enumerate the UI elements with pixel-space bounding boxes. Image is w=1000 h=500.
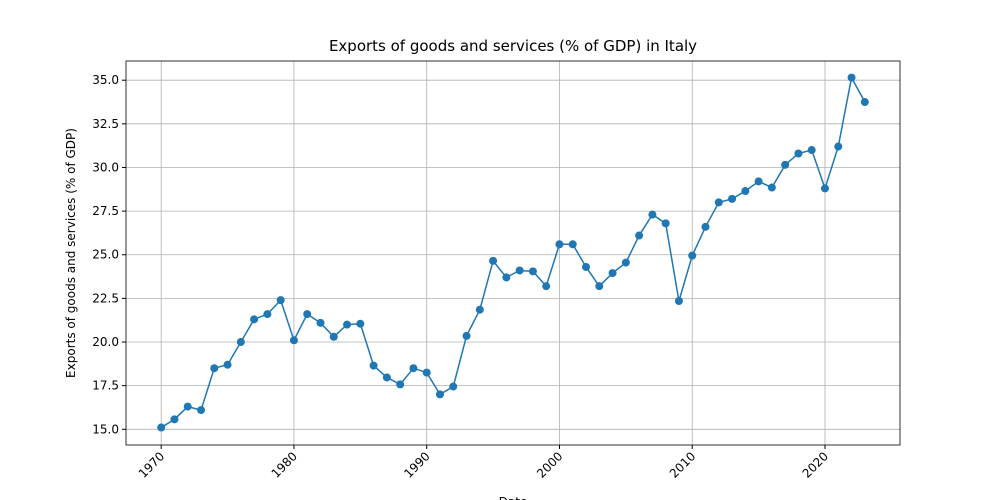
point — [369, 361, 378, 370]
x-axis-label: Date — [499, 495, 528, 500]
point — [183, 402, 192, 411]
point — [860, 98, 869, 107]
point — [263, 310, 272, 319]
point — [170, 415, 179, 424]
point — [250, 315, 259, 324]
point — [409, 364, 418, 373]
point — [462, 331, 471, 340]
y-tick-label: 27.5 — [92, 204, 119, 218]
point — [621, 258, 630, 267]
point — [820, 184, 829, 193]
point — [595, 282, 604, 291]
point — [223, 360, 232, 369]
point — [356, 319, 365, 328]
point — [276, 296, 285, 305]
point — [316, 318, 325, 327]
point — [635, 231, 644, 240]
y-tick-label: 22.5 — [92, 291, 119, 305]
point — [582, 262, 591, 271]
point — [396, 380, 405, 389]
point — [210, 364, 219, 373]
point — [329, 332, 338, 341]
chart-title: Exports of goods and services (% of GDP)… — [329, 37, 697, 55]
plot-frame — [125, 60, 901, 446]
x-tick-label: 2020 — [800, 449, 831, 480]
y-axis-label: Exports of goods and services (% of GDP) — [64, 128, 78, 378]
point — [289, 336, 298, 345]
point — [608, 269, 617, 278]
y-tick-label: 32.5 — [92, 117, 119, 131]
x-tick-label: 1970 — [136, 449, 167, 480]
point — [197, 406, 206, 415]
point — [728, 194, 737, 203]
point — [701, 222, 710, 231]
point — [343, 320, 352, 329]
x-tick-label: 2010 — [667, 449, 698, 480]
point — [528, 267, 537, 276]
point — [767, 183, 776, 192]
point — [303, 310, 312, 319]
point — [555, 240, 564, 249]
point — [834, 142, 843, 151]
point — [542, 282, 551, 291]
point — [449, 382, 458, 391]
y-tick-label: 25.0 — [92, 248, 119, 262]
point — [688, 251, 697, 260]
y-tick-label: 20.0 — [92, 335, 119, 349]
point — [847, 73, 856, 82]
y-tick-label: 35.0 — [92, 73, 119, 87]
point — [674, 297, 683, 305]
point — [781, 160, 790, 169]
point — [236, 338, 245, 347]
x-tick-label: 2000 — [534, 449, 565, 480]
x-tick-label: 1980 — [269, 449, 300, 480]
x-tick-label: 1990 — [401, 449, 432, 480]
point — [661, 219, 670, 228]
y-tick-label: 17.5 — [92, 379, 119, 393]
point — [754, 177, 763, 186]
point — [435, 390, 444, 399]
point — [568, 240, 577, 249]
point — [422, 368, 431, 377]
point — [648, 210, 657, 219]
point — [741, 187, 750, 196]
point — [515, 266, 524, 275]
point — [794, 149, 803, 158]
point — [157, 423, 166, 432]
point — [382, 373, 391, 382]
line — [160, 75, 866, 429]
y-tick-label: 30.0 — [92, 160, 119, 174]
point — [475, 305, 484, 314]
point — [714, 198, 723, 207]
y-tick-label: 15.0 — [92, 422, 119, 436]
point — [807, 146, 816, 155]
point — [502, 273, 511, 282]
point — [489, 256, 498, 265]
